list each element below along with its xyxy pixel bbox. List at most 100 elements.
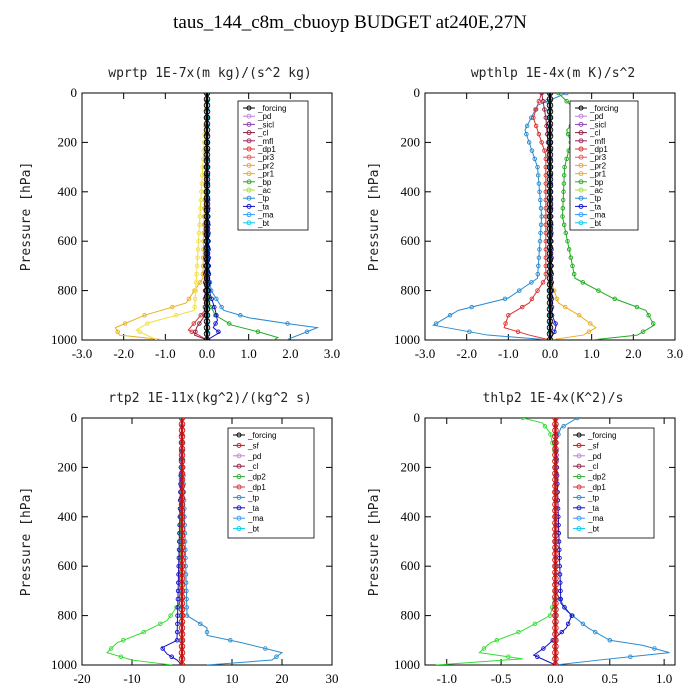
x-tick-label: -10 <box>123 671 140 686</box>
series-marker-forcing <box>178 575 186 582</box>
series-marker-forcing <box>552 451 559 459</box>
x-tick-label: 0.0 <box>199 346 215 361</box>
series-marker-dp1 <box>520 418 526 421</box>
series-marker-forcing <box>546 244 554 251</box>
series-marker-forcing <box>178 445 186 453</box>
series-marker-bp <box>560 214 565 219</box>
series-marker-forcing <box>552 439 559 446</box>
series-marker-forcing <box>552 464 559 471</box>
series-marker-bp <box>596 288 601 293</box>
series-marker-tp <box>539 214 544 219</box>
series-marker-ac <box>198 206 203 211</box>
series-marker-dp1 <box>548 432 553 437</box>
series-marker-forcing <box>178 470 186 477</box>
x-tick-label: -1.0 <box>436 671 457 686</box>
series-marker-forcing <box>552 575 559 582</box>
legend: _forcing_sf _pd_cl _dp2_dp1_tp _ta_ma _bt <box>227 427 315 539</box>
legend-entry: _cl <box>587 462 598 471</box>
series-marker-forcing <box>546 170 554 177</box>
series-marker-forcing <box>203 256 211 263</box>
legend-entry: _ma <box>587 514 604 523</box>
series-marker-forcing <box>546 139 554 146</box>
legend-entry: _forcing <box>247 431 276 440</box>
y-tick-label: 200 <box>401 459 421 474</box>
series-marker-forcing <box>546 151 554 158</box>
series-marker-ac <box>198 197 204 203</box>
series-marker-forcing <box>178 538 186 545</box>
series-marker-tp <box>524 131 529 137</box>
series-marker-dp1 <box>533 123 539 129</box>
series-marker-forcing <box>546 120 554 128</box>
legend-entry: _mfl <box>257 137 273 146</box>
legend-entry: _forcing <box>589 104 618 113</box>
series-marker-tp <box>469 304 474 310</box>
series-marker-tp <box>564 93 569 96</box>
series-marker-forcing <box>552 433 559 440</box>
legend-entry: _ma <box>589 211 606 220</box>
series-marker-forcing <box>552 593 559 601</box>
series-marker-forcing <box>552 612 559 619</box>
series-line-ac <box>135 93 208 340</box>
series-group <box>114 93 320 340</box>
x-tick-label: 0.0 <box>547 671 563 686</box>
series-marker-forcing <box>178 624 186 632</box>
series-marker-forcing <box>546 207 554 214</box>
series-marker-forcing <box>178 544 186 551</box>
series-marker-forcing <box>552 569 559 576</box>
series-marker-forcing <box>203 293 211 301</box>
series-marker-forcing <box>546 281 554 288</box>
legend-entry: _cl <box>589 129 600 138</box>
series-marker-forcing <box>178 501 186 508</box>
legend-entry: _forcing <box>587 431 616 440</box>
series-marker-bp <box>612 296 617 302</box>
series-marker-dp1 <box>191 321 197 326</box>
series-line-pr1 <box>114 93 208 340</box>
series-marker-forcing <box>178 457 186 465</box>
legend-entry: _tp <box>589 194 602 203</box>
panel-title: wprtp 1E-7x(m kg)/(s^2 kg) <box>108 66 312 81</box>
series-marker-forcing <box>203 318 211 325</box>
series-marker-forcing <box>546 336 554 340</box>
series-marker-forcing <box>203 287 211 294</box>
series-marker-dp1 <box>542 423 548 429</box>
series-marker-forcing <box>203 262 211 270</box>
series-marker-cl <box>197 321 202 326</box>
series-marker-tp <box>574 418 580 421</box>
series-marker-forcing <box>203 207 211 214</box>
series-marker-forcing <box>203 268 211 276</box>
series-marker-tp <box>535 173 541 178</box>
chart-panel-3: rtp2 1E-11x(kg^2)/(kg^2 s) Pressure [hPa]… <box>19 391 339 686</box>
series-marker-pr1 <box>170 304 175 310</box>
series-marker-forcing <box>546 330 554 338</box>
series-marker-forcing <box>552 587 559 595</box>
series-marker-dp1 <box>481 646 487 651</box>
x-tick-label: 3.0 <box>324 346 340 361</box>
series-marker-ta <box>213 321 218 326</box>
series-marker-forcing <box>552 476 559 484</box>
series-marker-tp <box>532 156 537 162</box>
legend-marker <box>236 494 242 500</box>
series-marker-bp <box>255 329 261 335</box>
series-marker-forcing <box>552 488 559 496</box>
series-marker-dp1 <box>539 140 544 145</box>
legend-marker <box>246 179 252 185</box>
series-marker-forcing <box>552 556 559 564</box>
legend-marker <box>236 484 242 490</box>
series-marker-ac <box>173 313 179 318</box>
x-tick-label: 3.0 <box>667 346 683 361</box>
series-marker-ta <box>212 304 217 310</box>
y-tick-label: 800 <box>401 608 421 623</box>
series-marker-pr1 <box>142 313 147 318</box>
legend-marker <box>246 195 252 201</box>
series-marker-forcing <box>178 649 186 656</box>
series-marker-forcing <box>178 587 186 595</box>
series-marker-bp <box>565 238 570 244</box>
legend-marker <box>578 162 584 168</box>
series-marker-forcing <box>552 513 559 521</box>
legend-marker <box>576 453 582 459</box>
series-marker-forcing <box>546 256 554 263</box>
y-tick-label: 1000 <box>51 332 77 347</box>
y-tick-label: 600 <box>58 233 78 248</box>
series-marker-dp1 <box>519 304 525 310</box>
